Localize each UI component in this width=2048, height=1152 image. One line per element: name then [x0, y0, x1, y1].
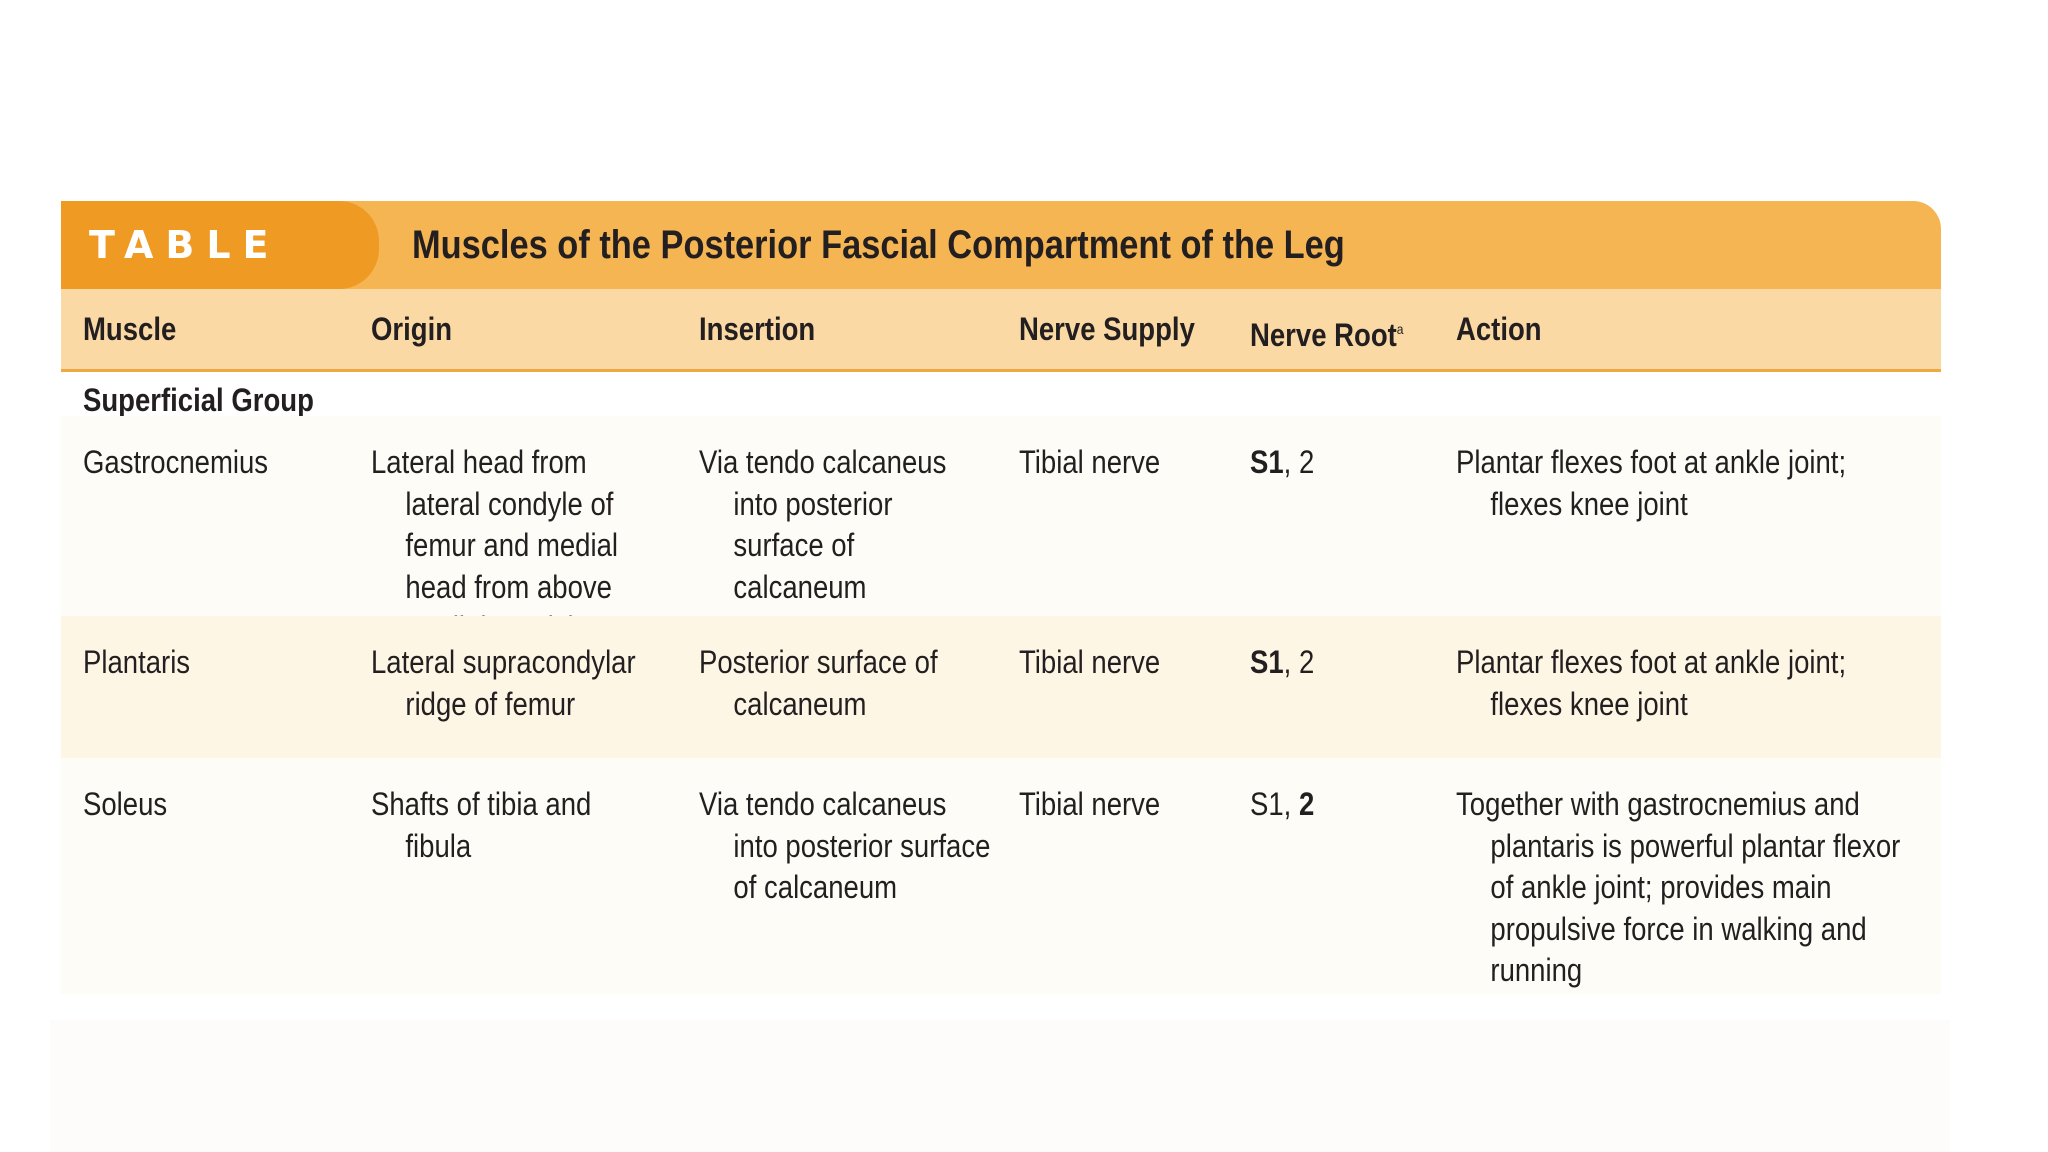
cell-nerve-supply: Tibial nerve [1019, 644, 1161, 680]
header-action: Action [1456, 311, 1542, 347]
cell-origin: Shafts of tibia and fibula [371, 786, 592, 864]
header-muscle: Muscle [83, 311, 177, 347]
group-label-superficial: Superficial Group [83, 382, 314, 418]
cell-action: Together with gastrocnemius and plantari… [1456, 786, 1901, 988]
cell-muscle: Plantaris [83, 644, 191, 680]
cell-nerve-root: S1, 2 [1250, 442, 1405, 484]
page-background-fade [50, 1020, 1950, 1152]
table-title: Muscles of the Posterior Fascial Compart… [412, 223, 1345, 267]
cell-origin: Lateral supracondylar ridge of femur [371, 644, 636, 722]
header-nerve-root-footnote: a [1396, 321, 1404, 337]
cell-nerve-root: S1, 2 [1250, 642, 1405, 684]
nerve-root-separator: , [1283, 644, 1299, 680]
table-title-bar: TABLE 10.7 Muscles of the Posterior Fasc… [61, 201, 1941, 355]
nerve-root-secondary: 2 [1298, 444, 1315, 480]
cell-muscle: Gastrocnemius [83, 444, 269, 480]
header-insertion: Insertion [699, 311, 816, 347]
cell-nerve-root: S1, 2 [1250, 784, 1405, 826]
table-row: Soleus Shafts of tibia and fibula Via te… [61, 758, 1941, 994]
nerve-root-primary: S1 [1250, 644, 1284, 680]
cell-insertion: Posterior surface of calcaneum [699, 644, 938, 722]
cell-nerve-supply: Tibial nerve [1019, 444, 1161, 480]
nerve-root-separator: , [1283, 444, 1299, 480]
cell-action: Plantar flexes foot at ankle joint; flex… [1456, 644, 1847, 722]
nerve-root-primary: S1 [1250, 444, 1284, 480]
muscle-table: TABLE 10.7 Muscles of the Posterior Fasc… [61, 201, 1941, 994]
table-row: Plantaris Lateral supracondylar ridge of… [61, 616, 1941, 758]
cell-nerve-supply: Tibial nerve [1019, 786, 1161, 822]
nerve-root-primary: S1 [1250, 786, 1284, 822]
header-origin: Origin [371, 311, 453, 347]
header-nerve-supply: Nerve Supply [1019, 311, 1195, 347]
group-row: Superficial Group [61, 372, 1941, 418]
header-nerve-root-label: Nerve Root [1250, 317, 1397, 353]
nerve-root-secondary: 2 [1298, 786, 1315, 822]
table-number-label: TABLE 10.7 [61, 201, 379, 355]
cell-muscle: Soleus [83, 786, 168, 822]
cell-action: Plantar flexes foot at ankle joint; flex… [1456, 444, 1847, 522]
table-row: Gastrocnemius Lateral head from lateral … [61, 416, 1941, 646]
table-header-row: Muscle Origin Insertion Nerve Supply Ner… [61, 289, 1941, 372]
cell-insertion: Via tendo calcaneus into posterior surfa… [699, 444, 947, 605]
nerve-root-secondary: 2 [1298, 644, 1315, 680]
nerve-root-separator: , [1283, 786, 1299, 822]
header-nerve-root: Nerve Roota [1250, 289, 1404, 369]
cell-insertion: Via tendo calcaneus into posterior surfa… [699, 786, 991, 905]
